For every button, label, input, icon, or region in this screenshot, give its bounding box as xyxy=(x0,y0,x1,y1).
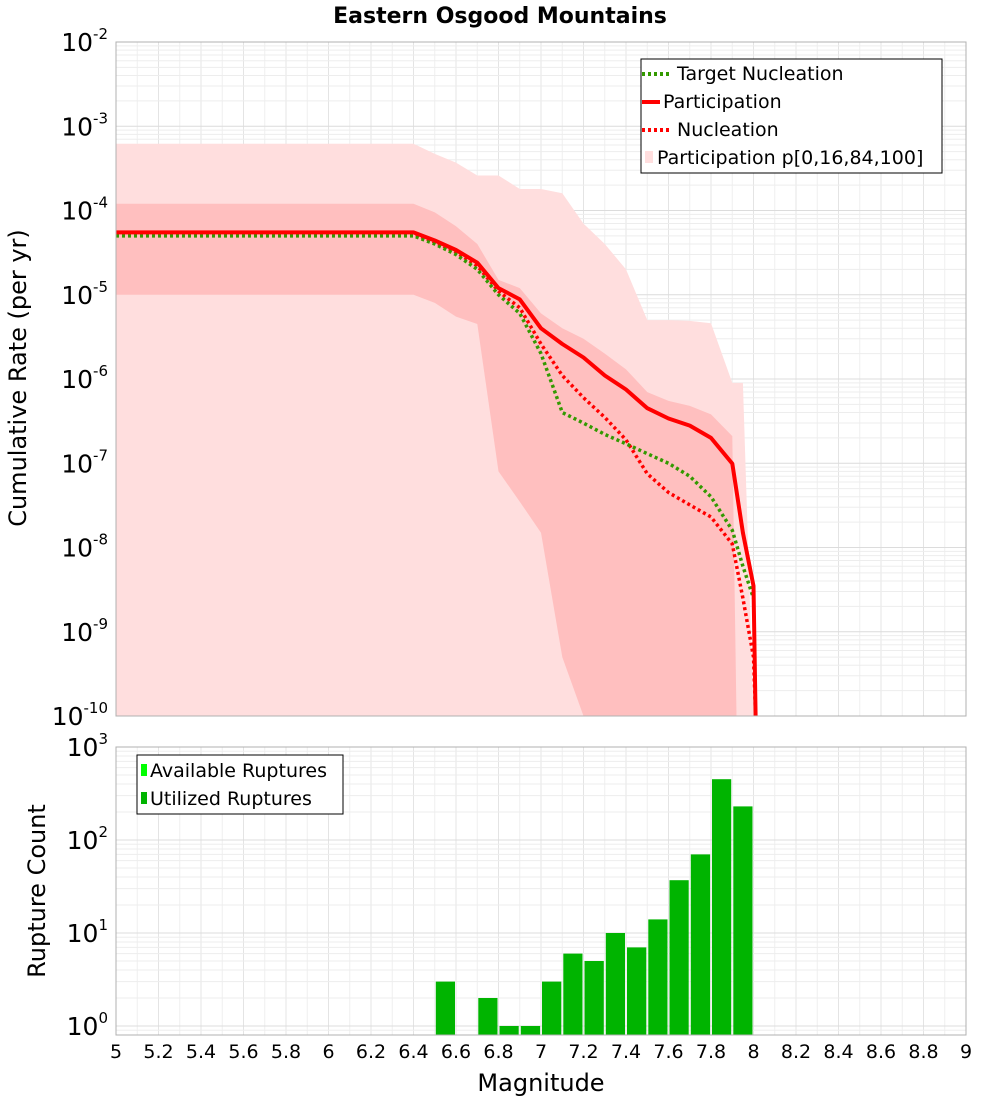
bottom-plot-frame xyxy=(115,746,967,1036)
legend-swatch-participation-band xyxy=(645,151,653,163)
legend-swatch-available xyxy=(141,764,147,776)
band-p16-p84 xyxy=(116,203,737,717)
bottom-y-tick-label: 102 xyxy=(67,823,108,855)
bar-utilized-ruptures xyxy=(520,1026,541,1035)
bar-utilized-ruptures xyxy=(499,1026,519,1035)
top-legend-box xyxy=(640,58,943,174)
x-tick-label: 7.4 xyxy=(611,1041,641,1063)
bar-utilized-ruptures xyxy=(690,854,711,1035)
top-y-tick-label: 10-5 xyxy=(61,278,108,310)
legend-label-target-nucleation: Target Nucleation xyxy=(676,63,844,85)
x-tick-label: 7 xyxy=(535,1041,547,1063)
x-tick-label: 6 xyxy=(322,1041,334,1063)
bar-utilized-ruptures xyxy=(669,880,689,1035)
bar-utilized-ruptures xyxy=(435,981,455,1035)
bottom-y-tick-label: 101 xyxy=(67,916,108,948)
top-y-tick-label: 10-8 xyxy=(61,531,108,563)
top-y-tick-label: 10-2 xyxy=(61,25,108,57)
bottom-legend: Available Ruptures Utilized Ruptures xyxy=(136,754,344,815)
x-tick-label: 5.4 xyxy=(186,1041,216,1063)
bottom-y-tick-label: 100 xyxy=(67,1009,108,1041)
top-y-tick-label: 10-3 xyxy=(61,109,108,141)
series-line-participation xyxy=(116,230,758,717)
x-axis-label: Magnitude xyxy=(477,1069,604,1097)
top-y-tick-label: 10-4 xyxy=(61,194,108,226)
bar-utilized-ruptures xyxy=(733,806,753,1035)
legend-label-utilized: Utilized Ruptures xyxy=(150,788,312,810)
x-tick-label: 8 xyxy=(747,1041,759,1063)
x-tick-label: 7.6 xyxy=(653,1041,683,1063)
bar-utilized-ruptures xyxy=(648,919,668,1035)
x-tick-label: 8.6 xyxy=(866,1041,896,1063)
top-y-axis-label: Cumulative Rate (per yr) xyxy=(4,229,32,527)
legend-label-available: Available Ruptures xyxy=(150,760,327,782)
bar-utilized-ruptures xyxy=(712,779,732,1035)
top-y-tick-label: 10-10 xyxy=(52,699,108,731)
legend-label-nucleation: Nucleation xyxy=(677,119,779,141)
series-line-nucleation xyxy=(116,231,758,717)
bar-utilized-ruptures xyxy=(584,961,604,1035)
top-y-tick-label: 10-7 xyxy=(61,446,108,478)
bottom-y-axis-label: Rupture Count xyxy=(23,804,51,978)
bar-utilized-ruptures xyxy=(605,933,625,1035)
x-tick-label: 8.8 xyxy=(908,1041,938,1063)
x-tick-label: 6.8 xyxy=(483,1041,513,1063)
x-tick-label: 5.8 xyxy=(271,1041,301,1063)
legend-label-participation: Participation xyxy=(663,91,782,113)
top-y-tick-labels: 10-2 10-3 10-4 10-5 10-6 10-7 10-8 10-9 10-10 xyxy=(52,25,108,731)
x-tick-label: 5 xyxy=(110,1041,122,1063)
chart-title: Eastern Osgood Mountains xyxy=(333,4,667,29)
bottom-y-tick-label: 103 xyxy=(67,730,108,762)
x-tick-label: 5.2 xyxy=(143,1041,173,1063)
bar-utilized-ruptures xyxy=(542,981,562,1035)
top-panel: 10-2 10-3 10-4 10-5 10-6 10-7 10-8 10-9 10-10 Cu… xyxy=(4,25,967,731)
x-tick-label: 6.6 xyxy=(441,1041,471,1063)
legend-label-participation-band: Participation p[0,16,84,100] xyxy=(657,147,923,169)
top-series-lines xyxy=(116,230,758,717)
top-bands xyxy=(116,143,754,717)
x-tick-label: 8.4 xyxy=(823,1041,853,1063)
legend-swatch-utilized xyxy=(141,792,147,804)
bottom-legend-box xyxy=(136,754,344,815)
bottom-panel: 103 102 101 100 5 5.2 5.4 5.6 5.8 6 6.2 6.4 6.6 6.8 7… xyxy=(23,730,972,1097)
x-tick-labels: 5 5.2 5.4 5.6 5.8 6 6.2 6.4 6.6 6.8 7 7.2 7.4 7.6 7.8 8… xyxy=(110,1041,972,1063)
bottom-bars xyxy=(435,779,753,1035)
series-line-target-nucleation xyxy=(116,234,756,599)
x-tick-label: 6.2 xyxy=(356,1041,386,1063)
x-tick-label: 9 xyxy=(960,1041,972,1063)
x-tick-label: 7.2 xyxy=(568,1041,598,1063)
x-tick-label: 8.2 xyxy=(781,1041,811,1063)
bar-utilized-ruptures xyxy=(563,953,583,1035)
x-tick-label: 5.6 xyxy=(228,1041,258,1063)
bar-utilized-ruptures xyxy=(627,947,647,1035)
top-legend: Target Nucleation Participation Nucleati… xyxy=(640,58,943,174)
bar-utilized-ruptures xyxy=(478,998,498,1035)
x-tick-label: 7.8 xyxy=(696,1041,726,1063)
top-y-tick-label: 10-6 xyxy=(61,362,108,394)
top-plot-frame xyxy=(115,41,967,717)
bottom-y-tick-labels: 103 102 101 100 xyxy=(67,730,108,1041)
x-tick-label: 6.4 xyxy=(398,1041,428,1063)
top-y-tick-label: 10-9 xyxy=(61,615,108,647)
